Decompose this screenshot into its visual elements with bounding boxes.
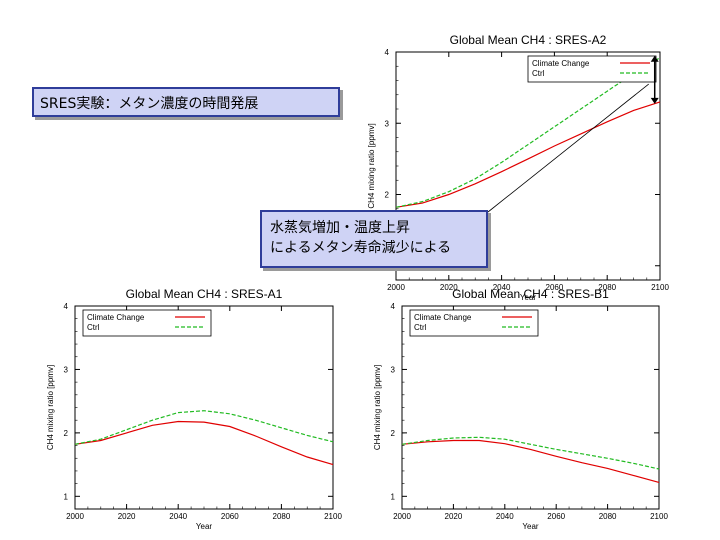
y-tick-label: 4: [391, 302, 396, 311]
legend-box: [82, 309, 212, 337]
chart-b1-ylabel: CH4 mixing ratio [ppmv]: [373, 365, 382, 450]
legend-box: [409, 309, 539, 337]
y-tick-label: 3: [391, 365, 396, 374]
x-tick-label: 2100: [651, 283, 669, 292]
x-tick-label: 2020: [445, 512, 463, 521]
x-tick-label: 2040: [496, 512, 514, 521]
series-line-climate-change: [74, 420, 334, 466]
chart-a1-ylabel: CH4 mixing ratio [ppmv]: [46, 365, 55, 450]
chart-a1-xlabel: Year: [196, 522, 213, 531]
y-tick-label: 4: [385, 48, 390, 57]
y-tick-label: 3: [64, 365, 69, 374]
legend-label: Ctrl: [414, 323, 427, 332]
callout-note-line2: によるメタン寿命減少による: [270, 240, 452, 256]
x-tick-label: 2100: [650, 512, 668, 521]
callout-note: 水蒸気増加・温度上昇 によるメタン寿命減少による: [260, 210, 488, 268]
x-tick-label: 2020: [440, 283, 458, 292]
chart-a2-xlabel: Year: [520, 293, 537, 302]
y-tick-label: 4: [64, 302, 69, 311]
x-tick-label: 2000: [393, 512, 411, 521]
x-tick-label: 2040: [493, 283, 511, 292]
series-line-ctrl: [401, 436, 660, 470]
callout-title-text: SRES実験：メタン濃度の時間発展: [40, 96, 259, 112]
arrow-head-bottom: [650, 97, 659, 104]
x-tick-label: 2020: [118, 512, 136, 521]
x-tick-label: 2060: [221, 512, 239, 521]
chart-a2-title: Global Mean CH4 : SRES-A2: [450, 33, 607, 47]
legend-label: Climate Change: [414, 313, 472, 322]
chart-a2-ylabel: CH4 mixing ratio [ppmv]: [367, 123, 376, 208]
y-tick-label: 2: [391, 429, 396, 438]
x-tick-label: 2080: [599, 512, 617, 521]
x-tick-label: 2040: [169, 512, 187, 521]
legend-label: Climate Change: [532, 59, 590, 68]
x-tick-label: 2080: [598, 283, 616, 292]
callout-note-line1: 水蒸気増加・温度上昇: [270, 220, 410, 236]
legend-label: Climate Change: [87, 313, 145, 322]
x-tick-label: 2080: [273, 512, 291, 521]
series-line-ctrl: [395, 57, 661, 208]
x-tick-label: 2000: [66, 512, 84, 521]
legend-label: Ctrl: [87, 323, 100, 332]
x-tick-label: 2100: [324, 512, 342, 521]
chart-a1-title: Global Mean CH4 : SRES-A1: [126, 287, 283, 301]
series-line-climate-change: [395, 101, 661, 208]
chart-a2: Global Mean CH4 : SRES-A2 2000 2020 2040 206…: [367, 33, 669, 302]
callout-pointer-line: [487, 83, 649, 213]
legend-box: [527, 55, 657, 83]
arrow-head-top: [650, 55, 659, 62]
chart-a1: Global Mean CH4 : SRES-A1 2000 2020 2040 206…: [46, 287, 342, 531]
chart-a1-frame: [74, 305, 334, 510]
callout-title: SRES実験：メタン濃度の時間発展: [32, 87, 340, 117]
series-line-ctrl: [74, 410, 334, 445]
y-tick-label: 1: [391, 492, 396, 501]
x-tick-label: 2060: [546, 283, 564, 292]
series-line-climate-change: [401, 439, 660, 483]
x-tick-label: 2000: [387, 283, 405, 292]
y-tick-label: 2: [64, 429, 69, 438]
chart-b1: Global Mean CH4 : SRES-B1 2000 2020 2040 206…: [373, 287, 668, 531]
y-tick-label: 3: [385, 119, 390, 128]
chart-b1-xlabel: Year: [522, 522, 539, 531]
chart-b1-title: Global Mean CH4 : SRES-B1: [452, 287, 609, 301]
y-tick-label: 1: [64, 492, 69, 501]
chart-b1-frame: [401, 305, 660, 510]
legend-label: Ctrl: [532, 69, 545, 78]
y-tick-label: 2: [385, 191, 390, 200]
x-tick-label: 2060: [547, 512, 565, 521]
